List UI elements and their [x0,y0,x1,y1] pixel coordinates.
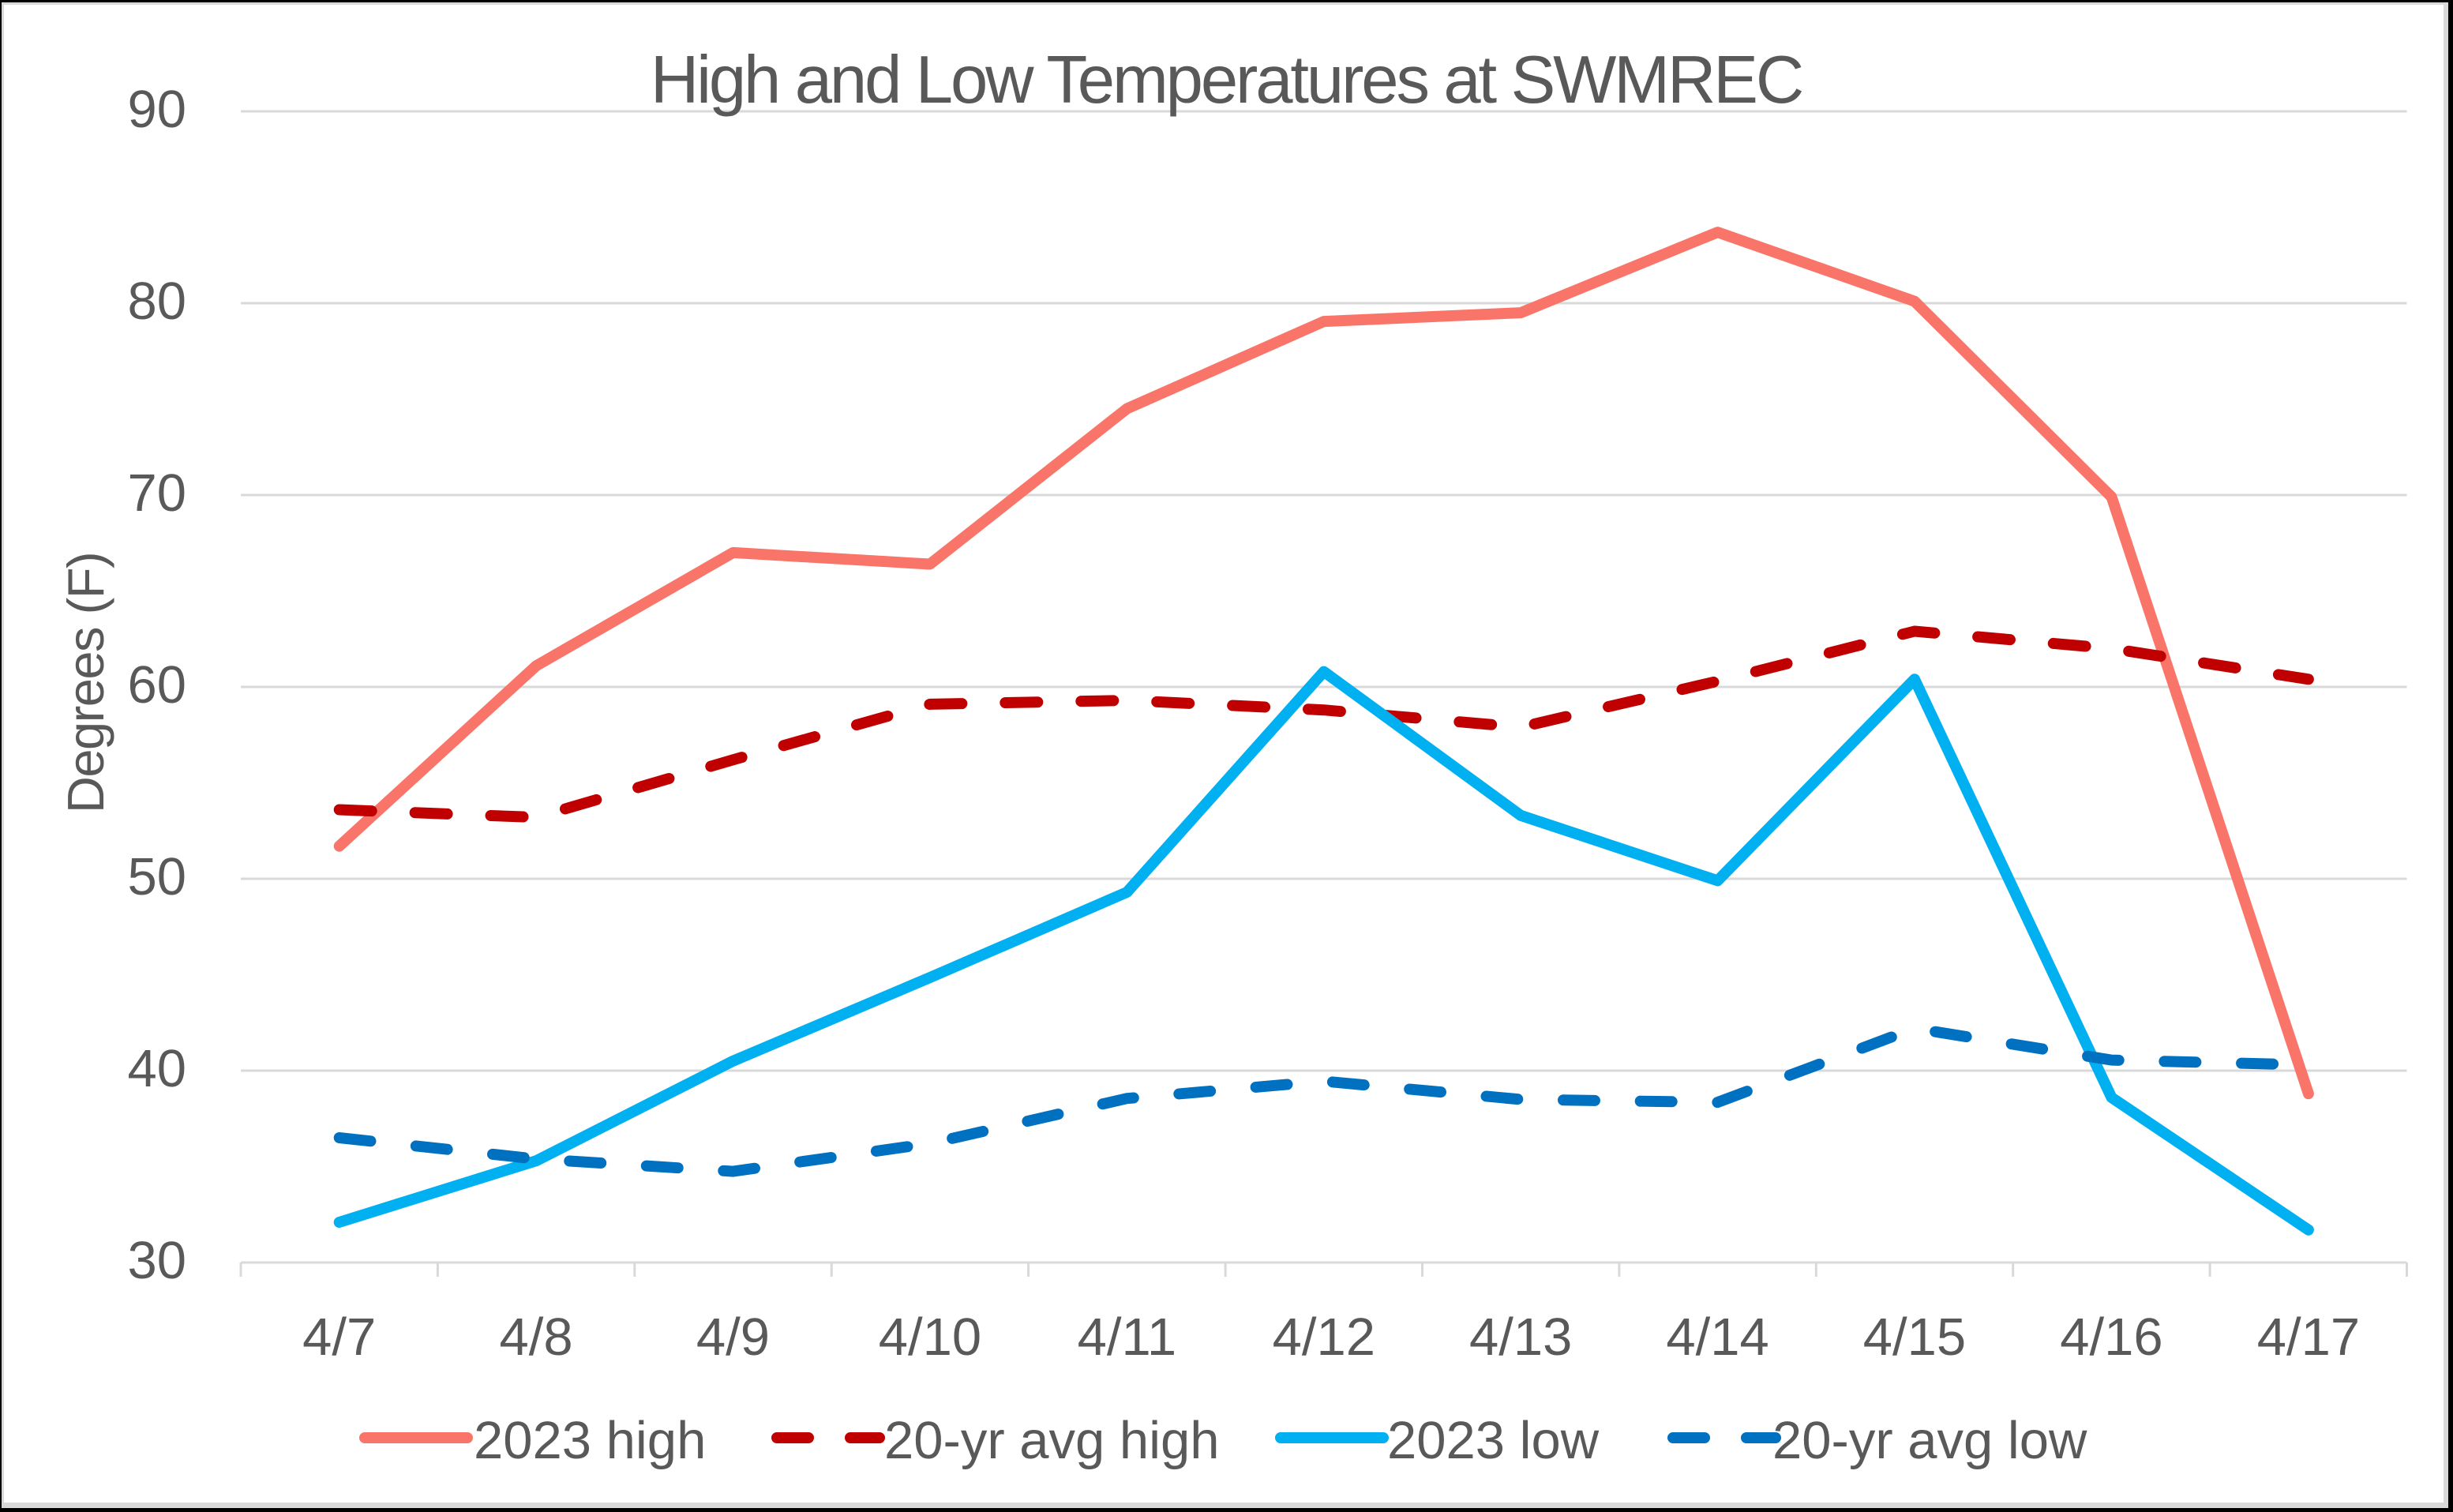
svg-text:60: 60 [127,655,186,715]
svg-text:4/17: 4/17 [2257,1308,2360,1367]
svg-text:40: 40 [127,1039,186,1098]
svg-text:20-yr avg low: 20-yr avg low [1772,1411,2087,1470]
svg-text:4/13: 4/13 [1469,1308,1572,1367]
svg-text:50: 50 [127,847,186,906]
svg-text:4/15: 4/15 [1863,1308,1966,1367]
svg-text:Degrees (F): Degrees (F) [57,553,114,813]
svg-text:20-yr avg high: 20-yr avg high [884,1411,1220,1470]
svg-text:4/10: 4/10 [879,1308,981,1367]
svg-text:High and Low Temperatures at S: High and Low Temperatures at SWMREC [651,43,1802,118]
svg-text:2023 high: 2023 high [474,1411,706,1470]
svg-text:4/8: 4/8 [500,1308,573,1367]
svg-text:70: 70 [127,463,186,523]
svg-text:4/11: 4/11 [1078,1308,1176,1367]
svg-text:30: 30 [127,1231,186,1290]
svg-text:2023 low: 2023 low [1387,1411,1600,1470]
svg-text:4/9: 4/9 [696,1308,770,1367]
svg-text:80: 80 [127,272,186,331]
svg-text:4/12: 4/12 [1273,1308,1375,1367]
svg-text:4/16: 4/16 [2060,1308,2162,1367]
svg-text:4/7: 4/7 [302,1308,376,1367]
svg-text:90: 90 [127,80,186,139]
svg-text:4/14: 4/14 [1666,1308,1768,1367]
